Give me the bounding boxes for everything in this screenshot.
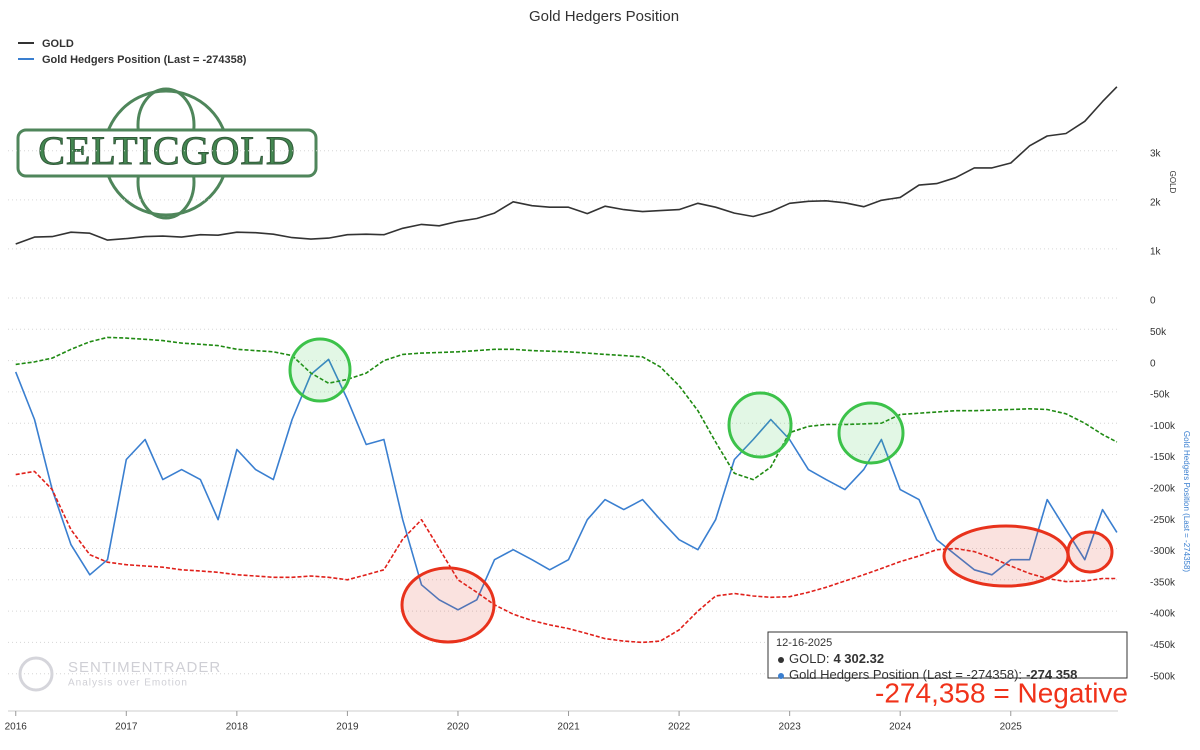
y-tick-label: -250k xyxy=(1150,515,1176,526)
y-tick-label: 0 xyxy=(1150,358,1156,369)
x-tick-label: 2024 xyxy=(889,722,912,733)
plot-area: 0 1k 2k 3k GOLD 50k 0 -50k -100k -150k -200k -250k -… xyxy=(5,86,1191,733)
y-tick-label: 3k xyxy=(1150,148,1162,159)
tooltip-value: -274 358 xyxy=(1026,667,1077,682)
legend: GOLD Gold Hedgers Position (Last = -27435… xyxy=(18,38,247,66)
watermark-brand: SENTIMENTRADER xyxy=(68,659,221,676)
legend-label: Gold Hedgers Position (Last = -274358) xyxy=(42,54,247,66)
chart-title: Gold Hedgers Position xyxy=(529,8,679,25)
tooltip-box xyxy=(767,631,1128,679)
y-tick-label: 1k xyxy=(1150,247,1162,258)
x-tick-label: 2019 xyxy=(336,722,359,733)
highlight-red xyxy=(942,524,1070,588)
y-tick-label: -450k xyxy=(1150,640,1176,651)
annotation: -274,358 = Negative xyxy=(875,677,1128,708)
y-tick-label: 0 xyxy=(1150,296,1156,307)
tooltip-label: GOLD: xyxy=(789,651,829,666)
tooltip-row: Gold Hedgers Position (Last = -274358): -… xyxy=(789,667,1077,682)
y-tick-label: -300k xyxy=(1150,546,1176,557)
x-tick-label: 2018 xyxy=(226,722,249,733)
tooltip-dot xyxy=(778,673,784,679)
watermark-slogan: Analysis over Emotion xyxy=(68,678,188,689)
y-tick-label: 2k xyxy=(1150,197,1162,208)
highlight-green xyxy=(837,401,905,465)
y-tick-label: -50k xyxy=(1150,390,1170,401)
tooltip-row: GOLD: 4 302.32 xyxy=(789,651,884,666)
highlight-red xyxy=(1066,530,1114,574)
y-tick-label: -400k xyxy=(1150,609,1176,620)
tooltip-date: 12-16-2025 xyxy=(776,637,832,649)
logo-plate xyxy=(16,128,318,178)
x-tick-label: 2021 xyxy=(557,722,580,733)
highlight-green xyxy=(727,391,793,459)
band-line xyxy=(15,470,1117,644)
highlight-green xyxy=(288,337,352,403)
x-tick-label: 2020 xyxy=(447,722,470,733)
celtic-logo: CELTICGOLD xyxy=(16,87,318,220)
tooltip-label: Gold Hedgers Position (Last = -274358): xyxy=(789,667,1022,682)
x-tick-label: 2016 xyxy=(5,722,28,733)
y-tick-label: 50k xyxy=(1150,327,1167,338)
tooltip-value: 4 302.32 xyxy=(833,651,884,666)
x-tick-label: 2023 xyxy=(779,722,802,733)
x-tick-label: 2017 xyxy=(115,722,138,733)
y-axis-title: GOLD xyxy=(1168,171,1177,194)
y-tick-label: -200k xyxy=(1150,483,1176,494)
highlight-red xyxy=(400,566,496,644)
tooltip-dot xyxy=(778,657,784,663)
y-tick-label: -150k xyxy=(1150,452,1176,463)
y-tick-label: -350k xyxy=(1150,577,1176,588)
y-tick-label: -500k xyxy=(1150,671,1176,682)
y-tick-label: -100k xyxy=(1150,421,1176,432)
series-line xyxy=(15,86,1118,245)
x-tick-label: 2022 xyxy=(668,722,691,733)
y-axis-title: Gold Hedgers Position (Last = -274358) xyxy=(1182,431,1191,573)
x-tick-label: 2025 xyxy=(1000,722,1023,733)
legend-label: GOLD xyxy=(42,38,74,50)
band-line xyxy=(15,336,1118,481)
series-line xyxy=(14,358,1118,611)
